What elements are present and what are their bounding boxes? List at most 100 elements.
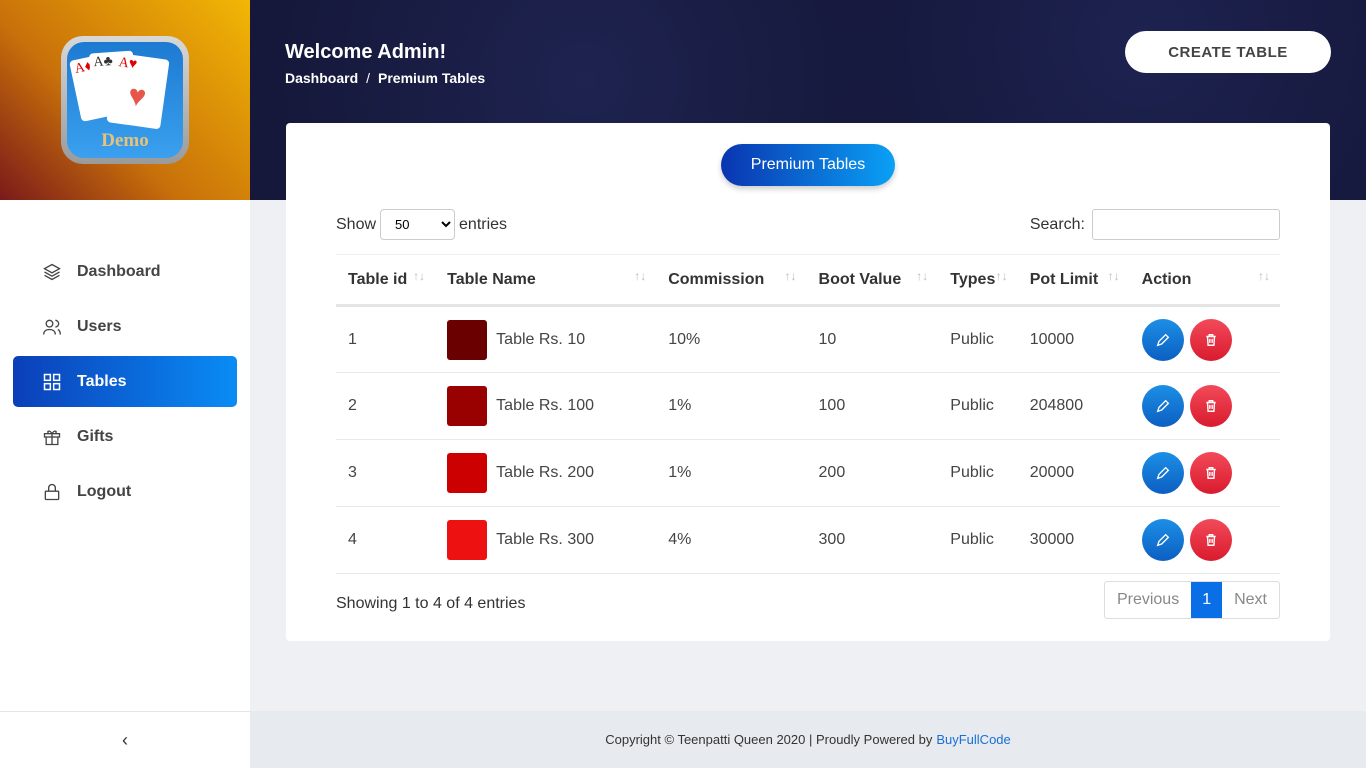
pencil-icon <box>1155 398 1171 414</box>
pagination: Previous 1 Next <box>1103 581 1280 619</box>
delete-button[interactable] <box>1189 318 1232 361</box>
commission: 1% <box>656 372 807 440</box>
sort-icon: ↑↓ <box>784 269 797 283</box>
panel-title: Premium Tables <box>721 144 895 186</box>
column-label: Commission <box>668 270 765 288</box>
sidebar-item-gifts[interactable]: Gifts <box>13 411 237 462</box>
delete-button[interactable] <box>1189 519 1232 561</box>
table-type: Public <box>938 439 1018 507</box>
sidebar-item-dashboard[interactable]: Dashboard <box>13 246 237 297</box>
column-label: Boot Value <box>818 270 902 288</box>
entries-length: Show 50 entries <box>336 209 507 240</box>
table-name: Table Rs. 100 <box>496 397 595 415</box>
table-id: 4 <box>336 506 436 574</box>
sort-icon: ↑↓ <box>1258 269 1270 283</box>
column-header[interactable]: Table Name ↑↓ <box>435 254 657 307</box>
edit-button[interactable] <box>1141 318 1184 361</box>
column-header[interactable]: Table id ↑↓ <box>336 254 436 307</box>
actions <box>1129 305 1280 373</box>
copyright-text: Copyright © Teenpatti Queen 2020 | Proud… <box>605 732 933 747</box>
edit-button[interactable] <box>1141 385 1184 427</box>
breadcrumb-dashboard[interactable]: Dashboard <box>285 70 359 86</box>
breadcrumb-current: Premium Tables <box>378 70 486 86</box>
tables-panel: Premium Tables Show 50 entries Search: T… <box>286 123 1330 641</box>
boot-value: 10 <box>806 305 939 373</box>
sidebar-item-label: Users <box>77 317 122 335</box>
page-1-button[interactable]: 1 <box>1191 582 1223 618</box>
commission: 4% <box>656 506 807 574</box>
trash-icon <box>1204 333 1218 347</box>
column-header[interactable]: Action ↑↓ <box>1129 254 1280 307</box>
table-row: 1 Table Rs. 10 10% 10 Public 10000 <box>336 305 1280 373</box>
gift-icon <box>43 430 61 445</box>
brand-area: A♦ A♣ A♥ ♥ Demo <box>0 0 250 200</box>
delete-button[interactable] <box>1189 452 1232 494</box>
boot-value: 300 <box>806 506 939 574</box>
commission: 10% <box>656 305 807 373</box>
footer-link[interactable]: BuyFullCode <box>936 732 1011 747</box>
sidebar-item-label: Dashboard <box>77 262 161 280</box>
table-name: Table Rs. 200 <box>496 464 595 482</box>
breadcrumb: Dashboard / Premium Tables <box>285 70 485 86</box>
table-name-cell: Table Rs. 10 <box>435 305 657 373</box>
actions <box>1129 439 1280 507</box>
entries-select[interactable]: 50 <box>380 209 456 240</box>
sidebar-item-tables[interactable]: Tables <box>13 356 237 407</box>
sidebar: A♦ A♣ A♥ ♥ Demo Dashboard Users Tables Gi… <box>0 0 250 768</box>
column-label: Table Name <box>447 270 536 288</box>
entries-label: entries <box>459 215 508 233</box>
table-color-swatch <box>447 319 488 360</box>
trash-icon <box>1204 466 1218 480</box>
search-label: Search: <box>1029 215 1085 233</box>
sidebar-item-logout[interactable]: Logout <box>13 466 237 517</box>
trash-icon <box>1204 399 1218 413</box>
table-row: 2 Table Rs. 100 1% 100 Public 204800 <box>336 372 1280 440</box>
sort-icon: ↑↓ <box>916 269 929 283</box>
search-input[interactable] <box>1092 209 1280 240</box>
actions <box>1129 372 1280 440</box>
table-color-swatch <box>447 453 488 493</box>
table-color-swatch <box>447 520 488 560</box>
users-icon <box>43 319 61 335</box>
table-id: 2 <box>336 372 436 440</box>
tables-table: Table id ↑↓ Table Name ↑↓ Commission ↑↓ Boot V… <box>336 254 1280 574</box>
table-name: Table Rs. 300 <box>496 531 595 549</box>
create-table-button[interactable]: CREATE TABLE <box>1125 31 1331 73</box>
sidebar-item-label: Gifts <box>77 427 114 445</box>
edit-button[interactable] <box>1141 452 1184 494</box>
sort-icon: ↑↓ <box>634 269 647 283</box>
delete-button[interactable] <box>1189 385 1232 427</box>
boot-value: 100 <box>806 372 939 440</box>
column-header[interactable]: Types ↑↓ <box>938 254 1018 307</box>
table-name: Table Rs. 10 <box>496 330 586 348</box>
lock-icon <box>44 483 60 500</box>
trash-icon <box>1204 533 1218 547</box>
table-name-cell: Table Rs. 200 <box>435 439 657 507</box>
table-row: 3 Table Rs. 200 1% 200 Public 20000 <box>336 439 1280 507</box>
edit-button[interactable] <box>1141 519 1184 561</box>
column-label: Table id <box>348 270 408 288</box>
next-button[interactable]: Next <box>1234 591 1267 608</box>
collapse-sidebar-button[interactable]: ‹ <box>0 711 250 768</box>
pot-limit: 30000 <box>1017 506 1130 574</box>
search-area: Search: <box>1030 209 1280 240</box>
sidebar-item-label: Logout <box>77 482 132 500</box>
column-header[interactable]: Commission ↑↓ <box>656 254 807 307</box>
sort-icon: ↑↓ <box>1107 269 1120 283</box>
page-title: Welcome Admin! <box>285 41 447 63</box>
app-logo[interactable]: A♦ A♣ A♥ ♥ Demo <box>61 36 189 164</box>
previous-button[interactable]: Previous <box>1116 591 1180 608</box>
pot-limit: 204800 <box>1017 372 1130 440</box>
column-header[interactable]: Pot Limit ↑↓ <box>1017 254 1130 307</box>
table-id: 3 <box>336 439 436 507</box>
sort-icon: ↑↓ <box>413 269 426 283</box>
table-info: Showing 1 to 4 of 4 entries <box>336 595 526 612</box>
table-name-cell: Table Rs. 100 <box>435 372 657 440</box>
sidebar-nav: Dashboard Users Tables Gifts Logout <box>0 200 250 517</box>
sidebar-item-users[interactable]: Users <box>13 301 237 352</box>
breadcrumb-separator: / <box>366 70 371 86</box>
column-label: Action <box>1141 270 1192 288</box>
column-header[interactable]: Boot Value ↑↓ <box>806 254 939 307</box>
pencil-icon <box>1155 532 1171 548</box>
commission: 1% <box>656 439 807 507</box>
